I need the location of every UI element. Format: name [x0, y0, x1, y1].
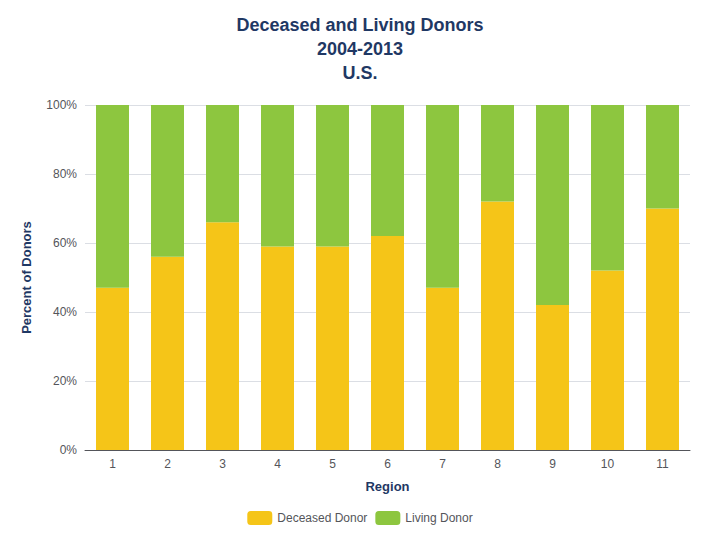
svg-text:Deceased Donor: Deceased Donor [277, 511, 367, 525]
svg-text:80%: 80% [53, 167, 77, 181]
svg-text:4: 4 [274, 457, 281, 471]
svg-text:60%: 60% [53, 236, 77, 250]
svg-text:0%: 0% [60, 443, 78, 457]
svg-text:U.S.: U.S. [342, 63, 377, 83]
svg-text:6: 6 [384, 457, 391, 471]
svg-text:8: 8 [494, 457, 501, 471]
svg-text:1: 1 [109, 457, 116, 471]
svg-text:Living Donor: Living Donor [405, 511, 472, 525]
svg-text:20%: 20% [53, 374, 77, 388]
svg-text:Deceased and Living Donors: Deceased and Living Donors [236, 15, 483, 35]
svg-text:5: 5 [329, 457, 336, 471]
svg-text:2004-2013: 2004-2013 [317, 39, 403, 59]
svg-text:9: 9 [549, 457, 556, 471]
svg-text:100%: 100% [46, 98, 77, 112]
svg-text:11: 11 [656, 457, 669, 471]
svg-text:10: 10 [601, 457, 615, 471]
svg-text:7: 7 [439, 457, 446, 471]
svg-text:Percent of Donors: Percent of Donors [19, 221, 34, 334]
svg-text:2: 2 [164, 457, 171, 471]
svg-text:3: 3 [219, 457, 226, 471]
svg-text:Region: Region [365, 479, 409, 494]
svg-text:40%: 40% [53, 305, 77, 319]
